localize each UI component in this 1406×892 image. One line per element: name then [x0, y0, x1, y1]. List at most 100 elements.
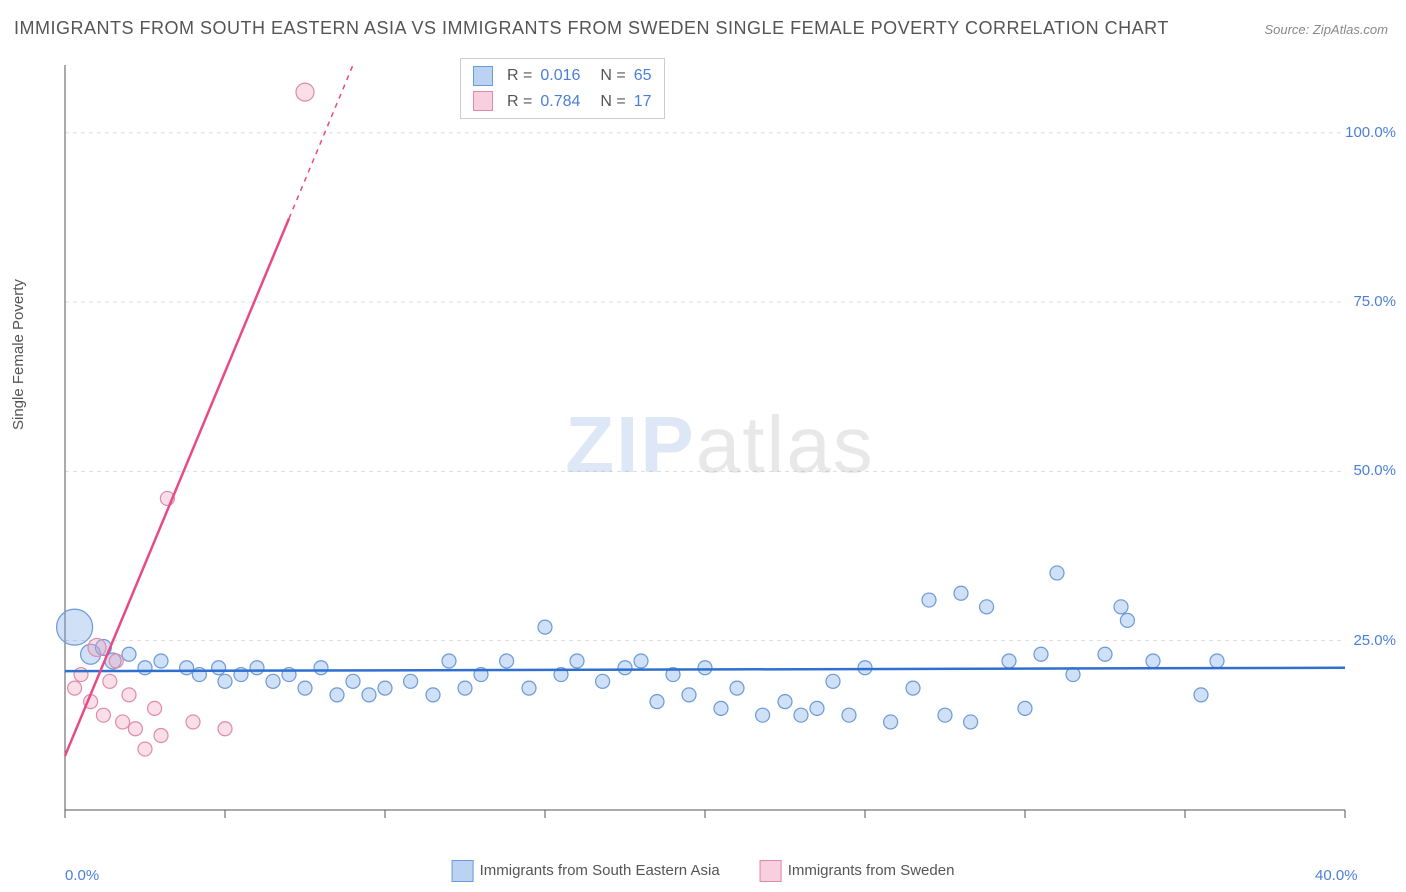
data-point: [57, 609, 93, 645]
data-point: [618, 661, 632, 675]
data-point: [138, 742, 152, 756]
data-point: [922, 593, 936, 607]
data-point: [68, 681, 82, 695]
source-name: ZipAtlas.com: [1313, 22, 1388, 37]
y-tick-label: 75.0%: [1353, 293, 1396, 310]
r-label: R =: [507, 63, 532, 89]
data-point: [88, 638, 106, 656]
legend-label: Immigrants from South Eastern Asia: [480, 862, 720, 879]
data-point: [1034, 647, 1048, 661]
data-point: [109, 654, 123, 668]
source-prefix: Source:: [1264, 22, 1312, 37]
data-point: [74, 668, 88, 682]
data-point: [570, 654, 584, 668]
data-point: [362, 688, 376, 702]
chart-title: IMMIGRANTS FROM SOUTH EASTERN ASIA VS IM…: [14, 18, 1169, 39]
data-point: [442, 654, 456, 668]
y-tick-label: 100.0%: [1345, 124, 1396, 141]
data-point: [756, 708, 770, 722]
data-point: [1114, 600, 1128, 614]
data-point: [858, 661, 872, 675]
source-label: Source: ZipAtlas.com: [1264, 22, 1388, 37]
legend-swatch: [452, 860, 474, 882]
data-point: [1210, 654, 1224, 668]
data-point: [826, 674, 840, 688]
data-point: [794, 708, 808, 722]
data-point: [1098, 647, 1112, 661]
series-legend: Immigrants from South Eastern Asia Immigr…: [452, 860, 955, 882]
n-label: N =: [600, 63, 625, 89]
data-point: [138, 661, 152, 675]
legend-swatch: [473, 91, 493, 111]
data-point: [1146, 654, 1160, 668]
data-point: [980, 600, 994, 614]
legend-swatch: [760, 860, 782, 882]
legend-swatch: [473, 66, 493, 86]
data-point: [810, 701, 824, 715]
n-value: 17: [634, 89, 652, 115]
n-label: N =: [600, 89, 625, 115]
r-value: 0.784: [540, 89, 580, 115]
correlation-legend: R = 0.016 N = 65 R = 0.784 N = 17: [460, 58, 665, 119]
correlation-legend-row: R = 0.784 N = 17: [473, 89, 652, 115]
data-point: [426, 688, 440, 702]
data-point: [964, 715, 978, 729]
data-point: [698, 661, 712, 675]
x-tick-label: 0.0%: [65, 867, 99, 884]
data-point: [1194, 688, 1208, 702]
data-point: [378, 681, 392, 695]
data-point: [218, 674, 232, 688]
legend-label: Immigrants from Sweden: [788, 862, 955, 879]
correlation-legend-row: R = 0.016 N = 65: [473, 63, 652, 89]
data-point: [218, 722, 232, 736]
data-point: [634, 654, 648, 668]
data-point: [122, 688, 136, 702]
legend-item: Immigrants from South Eastern Asia: [452, 860, 720, 882]
legend-item: Immigrants from Sweden: [760, 860, 955, 882]
data-point: [186, 715, 200, 729]
data-point: [682, 688, 696, 702]
data-point: [314, 661, 328, 675]
data-point: [1050, 566, 1064, 580]
chart-area: ZIPatlas: [55, 55, 1385, 835]
data-point: [346, 674, 360, 688]
data-point: [714, 701, 728, 715]
n-value: 65: [634, 63, 652, 89]
data-point: [180, 661, 194, 675]
data-point: [154, 729, 168, 743]
data-point: [212, 661, 226, 675]
data-point: [538, 620, 552, 634]
data-point: [266, 674, 280, 688]
data-point: [1018, 701, 1032, 715]
data-point: [296, 83, 314, 101]
data-point: [1002, 654, 1016, 668]
y-tick-label: 25.0%: [1353, 632, 1396, 649]
data-point: [298, 681, 312, 695]
data-point: [596, 674, 610, 688]
chart-svg: [55, 55, 1385, 835]
data-point: [122, 647, 136, 661]
trend-line: [65, 219, 289, 756]
data-point: [650, 695, 664, 709]
data-point: [116, 715, 130, 729]
data-point: [884, 715, 898, 729]
data-point: [458, 681, 472, 695]
r-value: 0.016: [540, 63, 580, 89]
data-point: [96, 708, 110, 722]
data-point: [500, 654, 514, 668]
data-point: [730, 681, 744, 695]
data-point: [250, 661, 264, 675]
r-label: R =: [507, 89, 532, 115]
data-point: [938, 708, 952, 722]
data-point: [330, 688, 344, 702]
data-point: [148, 701, 162, 715]
data-point: [906, 681, 920, 695]
data-point: [404, 674, 418, 688]
data-point: [128, 722, 142, 736]
data-point: [778, 695, 792, 709]
data-point: [1120, 613, 1134, 627]
data-point: [842, 708, 856, 722]
y-axis-label: Single Female Poverty: [10, 279, 27, 430]
data-point: [954, 586, 968, 600]
data-point: [522, 681, 536, 695]
